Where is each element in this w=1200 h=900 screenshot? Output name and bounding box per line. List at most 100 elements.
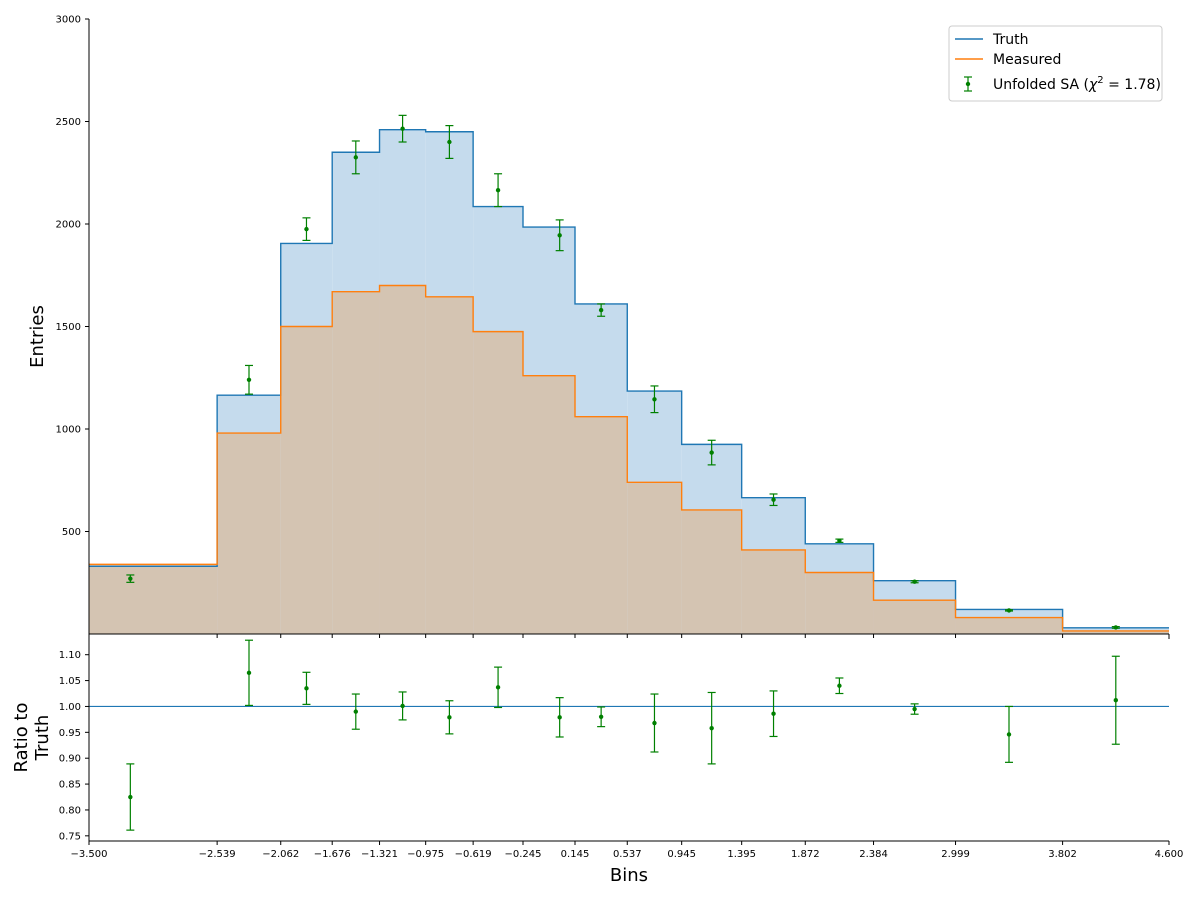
- ratio-x-tick-label-16: 4.600: [1155, 849, 1184, 860]
- unfolded-point-13-point: [912, 579, 917, 584]
- ratio-point-7-point: [557, 715, 562, 720]
- unfolded-point-10: [707, 439, 716, 466]
- legend-unfolded-swatch: [964, 76, 972, 92]
- measured-bin-1: [217, 433, 281, 634]
- x-axis-label: Bins: [610, 865, 648, 886]
- unfolded-point-5-point: [447, 139, 452, 145]
- measured-bin-9: [627, 482, 682, 634]
- ratio-point-14-point: [1006, 732, 1012, 737]
- main-panel: 500 1000 1500 2000 2500 3000 Entries Truth Measu…: [27, 15, 1170, 638]
- ratio-y-tick-label-0: 0.75: [59, 831, 81, 842]
- measured-bin-6: [473, 331, 523, 634]
- unfolded-point-0: [126, 574, 135, 583]
- ratio-point-13: [910, 703, 919, 715]
- unfolded-point-13: [910, 579, 919, 584]
- ratio-point-12: [835, 677, 844, 695]
- ratio-x-tick-label-13: 2.384: [859, 849, 888, 860]
- unfolded-point-12: [835, 538, 844, 543]
- ratio-point-2-point: [304, 686, 309, 691]
- unfolded-point-12-point: [837, 538, 842, 543]
- ratio-x-tick-label-14: 2.999: [941, 849, 970, 860]
- unfolded-point-14-point: [1006, 608, 1012, 613]
- ratio-point-3: [351, 693, 360, 730]
- ratio-point-4-point: [400, 703, 405, 709]
- ratio-x-tick-label-10: 0.945: [667, 849, 696, 860]
- ratio-point-4: [398, 691, 407, 721]
- measured-bin-10: [681, 509, 742, 634]
- unfolded-point-11: [769, 493, 778, 507]
- legend-box: [948, 25, 1163, 102]
- unfolded-point-2-point: [304, 226, 309, 232]
- unfolded-point-6: [494, 173, 503, 208]
- ratio-point-13-point: [912, 706, 917, 712]
- measured-bin-5: [425, 296, 474, 634]
- ratio-point-1: [245, 639, 253, 707]
- ratio-point-1-point: [246, 670, 252, 676]
- measured-bin-7: [523, 375, 575, 634]
- unfolded-point-10-point: [709, 450, 714, 455]
- ratio-point-5-point: [447, 715, 452, 720]
- ratio-point-2: [302, 671, 311, 705]
- unfolded-point-14: [1005, 608, 1013, 613]
- ratio-point-9-point: [652, 720, 657, 726]
- main-y-tick-label-1: 1000: [56, 425, 81, 436]
- ratio-point-8-point: [598, 714, 604, 719]
- measured-bin-0: [89, 564, 218, 634]
- ratio-point-0: [126, 763, 135, 831]
- main-y-tick-label-4: 2500: [56, 117, 81, 128]
- ratio-y-tick-label-4: 0.95: [59, 728, 81, 739]
- ratio-point-15-point: [1113, 698, 1119, 703]
- main-y-tick-label-2: 1500: [56, 322, 81, 333]
- ratio-y-tick-label-5: 1.00: [59, 702, 81, 713]
- measured-bin-2: [280, 326, 333, 634]
- main-y-tick-label-3: 2000: [56, 220, 81, 231]
- unfolded-point-4: [398, 114, 407, 143]
- ratio-point-9: [650, 693, 659, 753]
- unfolded-point-8-point: [598, 307, 604, 313]
- ratio-point-7: [555, 697, 564, 738]
- unfolded-point-15-point: [1113, 625, 1119, 630]
- measured-step-line: [89, 284, 1169, 632]
- legend-truth-label: Truth: [992, 32, 1029, 48]
- ratio-x-tick-label-4: −1.321: [361, 849, 398, 860]
- measured-bin-13: [873, 600, 956, 634]
- ratio-point-6: [494, 666, 503, 709]
- ratio-point-0-point: [128, 794, 133, 800]
- ratio-point-11-point: [771, 711, 776, 716]
- ratio-y-tick-label-2: 0.85: [59, 780, 81, 791]
- ratio-panel: 0.75 0.80 0.85 0.90 0.95 1.00 1.05 1.10 −3.500 −2…: [11, 633, 1184, 886]
- ratio-point-6-point: [495, 685, 501, 690]
- ratio-x-tick-label-15: 3.802: [1048, 849, 1077, 860]
- ratio-y-tick-label-3: 0.90: [59, 754, 81, 765]
- unfolded-point-8: [597, 303, 606, 317]
- ratio-x-tick-label-1: −2.539: [199, 849, 236, 860]
- unfolded-point-3-point: [353, 155, 358, 160]
- unfolded-point-9: [650, 385, 659, 414]
- unfolded-point-15: [1111, 625, 1120, 630]
- ratio-x-tick-label-2: −2.062: [262, 849, 299, 860]
- measured-bin-8: [575, 416, 628, 634]
- ratio-point-10: [707, 691, 716, 765]
- ratio-point-15: [1111, 655, 1120, 745]
- ratio-y-tick-label-7: 1.10: [59, 650, 81, 661]
- main-y-tick-label-0: 500: [62, 527, 81, 538]
- main-y-axis-label: Entries: [27, 305, 48, 368]
- ratio-x-tick-label-5: −0.975: [407, 849, 444, 860]
- ratio-y-axis-label: Ratio toTruth: [11, 702, 53, 772]
- ratio-point-10-point: [709, 725, 714, 731]
- unfolded-point-11-point: [771, 497, 776, 502]
- unfolded-point-4-point: [400, 126, 405, 131]
- ratio-x-tick-label-0: −3.500: [70, 849, 107, 860]
- unfolded-point-1-point: [246, 377, 252, 382]
- measured-bin-15: [1062, 630, 1169, 634]
- unfolded-point-9-point: [652, 397, 657, 402]
- measured-bin-4: [379, 285, 426, 634]
- unfolded-point-7-point: [557, 233, 562, 238]
- measured-bin-11: [741, 549, 806, 634]
- ratio-x-tick-label-11: 1.395: [727, 849, 756, 860]
- unfolded-point-3: [351, 140, 360, 175]
- ratio-x-tick-label-12: 1.872: [791, 849, 820, 860]
- ratio-x-tick-label-7: −0.245: [504, 849, 541, 860]
- unfolded-point-1: [245, 364, 253, 395]
